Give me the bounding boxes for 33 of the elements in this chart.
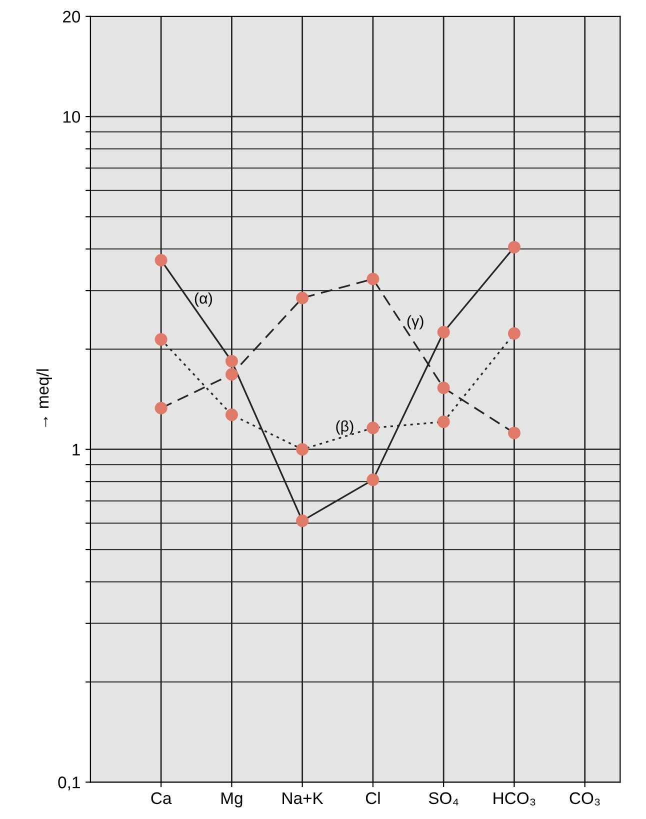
point: [225, 408, 238, 422]
x-tick-label: Cl: [366, 792, 380, 804]
point: [437, 382, 450, 394]
series-label: (β): [336, 420, 354, 435]
point: [366, 422, 380, 434]
series-label: (γ): [407, 315, 424, 330]
y-tick-label: 1: [72, 444, 80, 456]
point: [508, 240, 520, 254]
x-tick-label: Na+K: [282, 792, 324, 804]
point: [366, 474, 380, 486]
point: [296, 292, 309, 304]
point: [296, 443, 309, 456]
series-label: (α): [194, 292, 212, 307]
x-tick-label: SO₄: [428, 792, 458, 806]
point: [225, 368, 238, 381]
y-tick-label: 20: [63, 10, 80, 23]
point: [366, 272, 380, 286]
point: [225, 354, 238, 368]
point: [296, 514, 309, 528]
point: [154, 333, 168, 346]
y-axis-title: → meq/l: [36, 369, 52, 427]
point: [154, 402, 168, 414]
point: [508, 327, 520, 340]
point: [437, 416, 450, 428]
y-tick-label: 0,1: [58, 776, 80, 790]
point: [508, 426, 520, 440]
x-tick-label: Ca: [151, 792, 172, 804]
y-tick-label: 10: [63, 110, 80, 123]
x-tick-label: HCO₃: [494, 792, 536, 806]
point: [154, 254, 168, 267]
point: [437, 326, 450, 338]
x-tick-label: Mg: [221, 792, 242, 808]
x-tick-label: CO₃: [570, 792, 600, 806]
